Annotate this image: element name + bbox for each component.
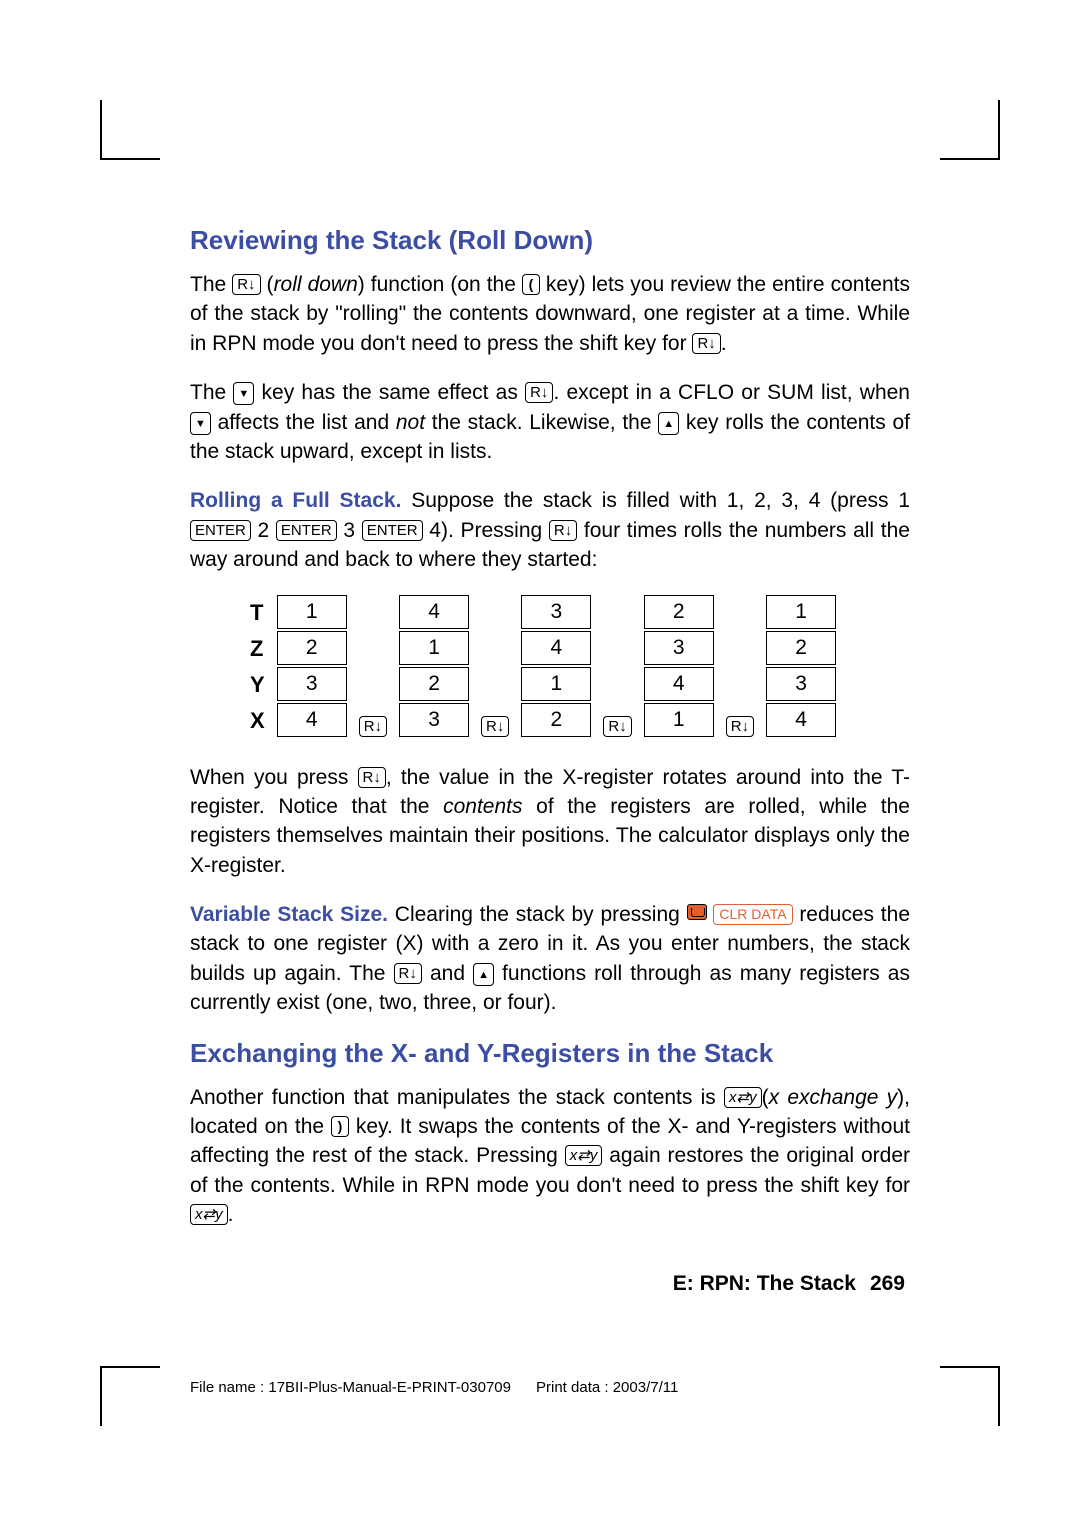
stack-state-2: 3412 — [521, 595, 591, 739]
key-xzy-icon: x⇄y — [724, 1087, 762, 1108]
key-roll-down-icon: R↓ — [359, 716, 387, 737]
key-roll-down-icon: R↓ — [726, 716, 754, 737]
heading-exchanging: Exchanging the X- and Y-Registers in the… — [190, 1038, 910, 1069]
para-rotate-explain: When you press R↓, the value in the X-re… — [190, 763, 910, 881]
key-down-arrow-icon — [233, 382, 254, 405]
key-enter-icon: ENTER — [362, 520, 423, 541]
key-roll-down-icon: R↓ — [394, 963, 422, 984]
page-content: Reviewing the Stack (Roll Down) The R↓ (… — [190, 225, 910, 1250]
stack-state-1: 4123 — [399, 595, 469, 739]
para-rolldown-intro: The R↓ (roll down) function (on the key)… — [190, 270, 910, 358]
para-down-key: The key has the same effect as R↓. excep… — [190, 378, 910, 466]
key-clr-data-icon: CLR DATA — [713, 904, 792, 925]
key-roll-down-icon: R↓ — [692, 333, 720, 354]
key-shift-orange-icon — [687, 904, 707, 920]
register-labels: T Z Y X — [250, 595, 265, 739]
para-rolling-full: Rolling a Full Stack. Suppose the stack … — [190, 486, 910, 574]
key-enter-icon: ENTER — [190, 520, 251, 541]
key-up-arrow-icon — [473, 963, 494, 986]
key-roll-down-icon: R↓ — [525, 382, 553, 403]
para-exchange: Another function that manipulates the st… — [190, 1083, 910, 1230]
stack-state-3: 2341 — [644, 595, 714, 739]
print-metadata: File name : 17BII-Plus-Manual-E-PRINT-03… — [190, 1379, 678, 1396]
key-roll-down-icon: R↓ — [358, 767, 386, 788]
page-footer: E: RPN: The Stack269 — [673, 1272, 905, 1296]
key-up-arrow-icon — [658, 412, 679, 435]
key-xzy-icon: x⇄y — [565, 1145, 603, 1166]
key-roll-down-icon: R↓ — [549, 520, 577, 541]
stack-state-0: 1234 — [277, 595, 347, 739]
heading-reviewing-stack: Reviewing the Stack (Roll Down) — [190, 225, 910, 256]
key-down-arrow-icon — [190, 412, 211, 435]
key-roll-down-icon: R↓ — [603, 716, 631, 737]
key-paren-right-icon — [331, 1116, 349, 1137]
key-paren-left-icon — [522, 274, 540, 295]
key-roll-down-icon: R↓ — [481, 716, 509, 737]
stack-diagram: T Z Y X 1234 R↓ 4123 R↓ 3412 R↓ 2341 R↓ … — [250, 595, 910, 739]
key-roll-down-icon: R↓ — [232, 274, 260, 295]
key-enter-icon: ENTER — [276, 520, 337, 541]
para-variable-stack: Variable Stack Size. Clearing the stack … — [190, 900, 910, 1018]
key-xzy-icon: x⇄y — [190, 1204, 228, 1225]
stack-state-4: 1234 — [766, 595, 836, 739]
